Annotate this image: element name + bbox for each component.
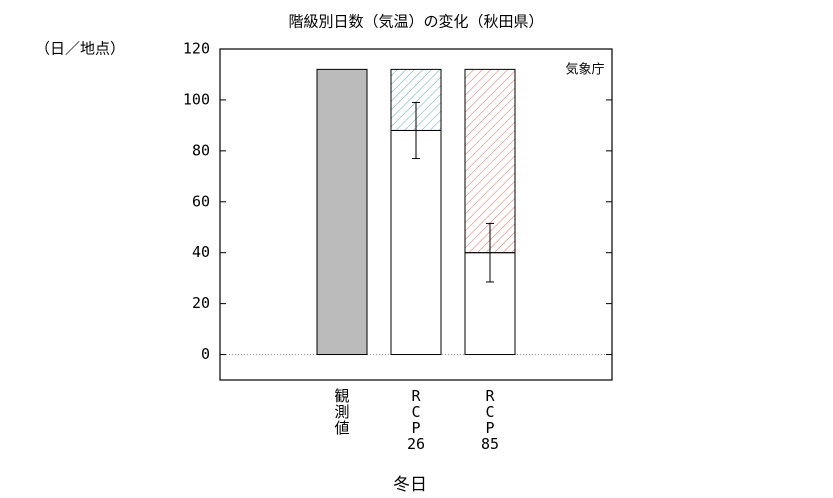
y-unit: （日／地点） xyxy=(35,40,125,58)
x-tick-label: R C P 26 xyxy=(407,387,425,453)
y-tick-label: 100 xyxy=(183,90,210,108)
chart-title: 階級別日数（気温）の変化（秋田県） xyxy=(288,13,543,31)
error-bar xyxy=(412,101,420,159)
y-tick-label: 60 xyxy=(192,192,210,210)
y-tick-label: 80 xyxy=(192,141,210,159)
y-tick-label: 120 xyxy=(183,40,210,58)
y-tick-label: 0 xyxy=(201,345,210,363)
x-tick-label: R C P 85 xyxy=(481,387,499,453)
bar xyxy=(316,68,368,356)
annotation: 気象庁 xyxy=(565,62,604,78)
plot-frame xyxy=(219,48,613,381)
y-tick-label: 40 xyxy=(192,243,210,261)
error-bar xyxy=(486,222,494,283)
x-axis-label: 冬日 xyxy=(393,475,427,495)
bar xyxy=(390,129,442,356)
bar xyxy=(464,68,516,254)
x-tick-label: 観測値 xyxy=(334,387,349,437)
y-tick-label: 20 xyxy=(192,294,210,312)
